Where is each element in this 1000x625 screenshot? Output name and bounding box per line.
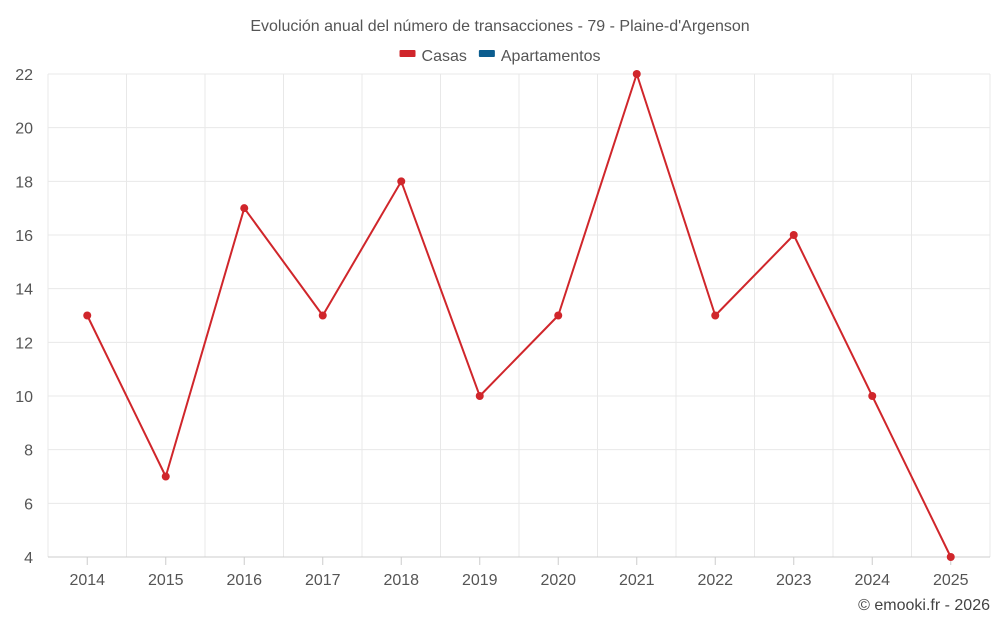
x-tick-label: 2020 <box>540 572 576 589</box>
data-point-2016[interactable] <box>240 204 249 213</box>
x-tick-label: 2017 <box>305 572 341 589</box>
x-tick-label: 2022 <box>697 572 733 589</box>
x-tick-label: 2014 <box>69 572 105 589</box>
data-point-2015[interactable] <box>161 472 170 481</box>
data-point-2021[interactable] <box>632 70 641 78</box>
legend-swatch <box>478 50 495 57</box>
x-tick-label: 2025 <box>933 572 969 589</box>
y-tick-label: 16 <box>15 228 33 245</box>
data-point-2018[interactable] <box>397 177 406 186</box>
legend-item-casas[interactable]: Casas <box>399 48 467 65</box>
y-tick-label: 14 <box>15 282 33 299</box>
y-tick-label: 22 <box>15 67 33 84</box>
y-tick-label: 12 <box>15 335 33 352</box>
legend-label: Apartamentos <box>501 48 601 65</box>
data-point-2025[interactable] <box>946 553 955 561</box>
x-tick-label: 2015 <box>148 572 184 589</box>
data-point-2014[interactable] <box>83 311 92 320</box>
legend-label: Casas <box>422 48 467 65</box>
x-tick-label: 2019 <box>462 572 498 589</box>
y-tick-label: 6 <box>24 496 33 513</box>
data-point-2019[interactable] <box>475 392 484 400</box>
data-point-2017[interactable] <box>318 311 327 320</box>
credit-text: © emooki.fr - 2026 <box>858 597 990 614</box>
x-gridlines <box>47 74 991 557</box>
y-tick-label: 20 <box>15 121 33 138</box>
x-tick-label: 2018 <box>383 572 419 589</box>
y-tick-label: 8 <box>24 443 33 460</box>
series-line-casas <box>86 73 952 558</box>
x-tick-label: 2023 <box>776 572 812 589</box>
y-tick-label: 10 <box>15 389 33 406</box>
y-axis-ticks: 4 6 8 10 12 14 16 18 20 22 <box>15 67 33 567</box>
y-tick-label: 4 <box>24 550 33 567</box>
data-point-2020[interactable] <box>554 311 563 320</box>
y-tick-label: 18 <box>15 174 33 191</box>
data-point-2024[interactable] <box>868 392 877 400</box>
x-tick-label: 2024 <box>854 572 890 589</box>
data-point-2023[interactable] <box>789 231 798 239</box>
series-group <box>83 70 955 561</box>
chart-title: Evolución anual del número de transaccio… <box>250 18 749 35</box>
x-tick-label: 2016 <box>226 572 262 589</box>
x-tick-label: 2021 <box>619 572 655 589</box>
legend: Casas Apartamentos <box>399 48 601 65</box>
data-point-2022[interactable] <box>711 311 720 320</box>
x-axis-ticks: 2014 2015 2016 2017 2018 2019 2020 2021 2022 2023… <box>69 557 969 589</box>
legend-swatch <box>399 50 416 57</box>
legend-item-apartamentos[interactable]: Apartamentos <box>478 48 601 65</box>
